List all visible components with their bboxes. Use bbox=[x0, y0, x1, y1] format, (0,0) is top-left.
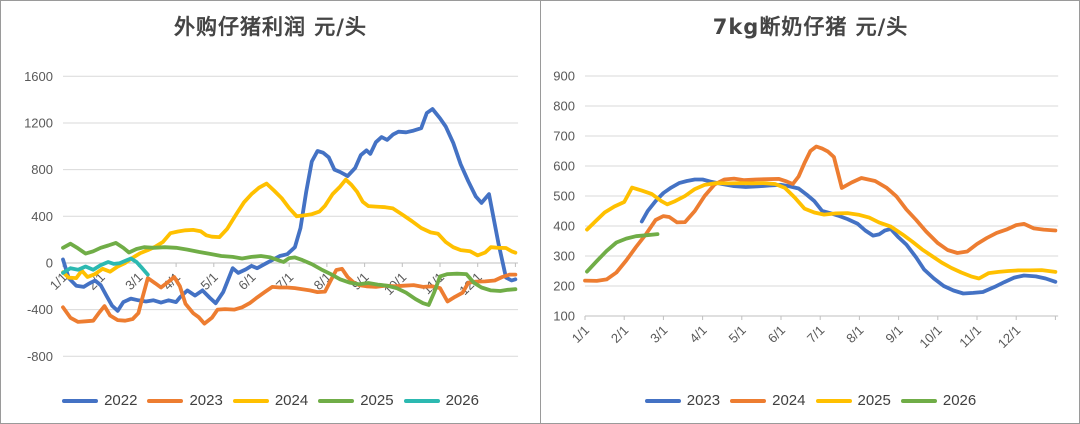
legend-left: 2022 2023 2024 2025 2026 bbox=[1, 392, 540, 409]
legend-swatch-2022 bbox=[62, 398, 99, 403]
x-tick-label: 5/1 bbox=[726, 323, 749, 346]
y-tick-label: 500 bbox=[553, 189, 575, 204]
x-tick-label: 2/1 bbox=[608, 323, 631, 346]
legend-label: 2024 bbox=[772, 392, 806, 409]
legend-swatch-2023 bbox=[644, 398, 681, 403]
panel-divider bbox=[540, 1, 541, 423]
y-tick-label: 900 bbox=[553, 69, 575, 84]
x-tick-label: 4/1 bbox=[686, 323, 709, 346]
y-tick-label: 400 bbox=[553, 219, 575, 234]
chart-panel-right: 7kg断奶仔猪 元/头 900 800 700 600 500 400 300 200 100 1… bbox=[541, 1, 1079, 423]
y-tick-label: 600 bbox=[553, 159, 575, 174]
legend-swatch-2024 bbox=[232, 398, 269, 403]
x-tick-label: 11/1 bbox=[956, 323, 984, 351]
legend-right: 2023 2024 2025 2026 bbox=[541, 392, 1079, 409]
legend-label: 2025 bbox=[857, 392, 891, 409]
x-tick-label: 3/1 bbox=[647, 323, 670, 346]
series-line-2025 bbox=[61, 240, 518, 307]
legend-item-2026: 2026 bbox=[403, 392, 479, 409]
series-line-2025 bbox=[585, 181, 1058, 281]
x-tick-label: 7/1 bbox=[804, 323, 827, 346]
y-tick-label: 300 bbox=[553, 249, 575, 264]
legend-item-2024: 2024 bbox=[730, 392, 806, 409]
legend-item-2024: 2024 bbox=[232, 392, 309, 409]
legend-label: 2023 bbox=[189, 392, 223, 409]
legend-label: 2024 bbox=[274, 392, 309, 409]
legend-item-2023: 2023 bbox=[644, 392, 721, 409]
series-line-2026 bbox=[585, 232, 660, 274]
chart-title-left: 外购仔猪利润 元/头 bbox=[174, 14, 367, 39]
chart-panel-left: 外购仔猪利润 元/头 1600 1200 800 400 0 -400 -800 1/1 2/1… bbox=[1, 1, 540, 423]
legend-swatch-2025 bbox=[815, 398, 852, 403]
x-tick-label: 6/1 bbox=[765, 323, 788, 346]
series-line-2024 bbox=[583, 144, 1058, 283]
x-tick-label: 8/1 bbox=[843, 323, 866, 346]
legend-swatch-2026 bbox=[403, 398, 440, 403]
y-tick-label: 200 bbox=[553, 279, 575, 294]
series-line-2023 bbox=[639, 177, 1058, 296]
legend-item-2022: 2022 bbox=[62, 392, 137, 409]
y-tick-label: 400 bbox=[31, 209, 53, 224]
legend-label: 2026 bbox=[445, 392, 479, 409]
x-tick-label: 12/1 bbox=[995, 323, 1024, 352]
legend-swatch-2024 bbox=[730, 398, 767, 403]
legend-swatch-2026 bbox=[900, 398, 937, 403]
y-tick-label: 800 bbox=[553, 99, 575, 114]
y-tick-label: 0 bbox=[46, 255, 53, 270]
legend-label: 2023 bbox=[686, 392, 721, 409]
legend-label: 2026 bbox=[942, 392, 977, 409]
x-tick-label: 10/1 bbox=[916, 323, 945, 352]
legend-item-2025: 2025 bbox=[318, 392, 394, 409]
x-tick-label: 1/1 bbox=[569, 323, 592, 346]
legend-label: 2025 bbox=[360, 392, 394, 409]
y-tick-label: 800 bbox=[31, 162, 53, 177]
y-tick-label: 1600 bbox=[24, 69, 53, 84]
series-line-2024 bbox=[61, 177, 518, 281]
legend-swatch-2025 bbox=[318, 398, 355, 403]
y-tick-label: -800 bbox=[27, 349, 53, 364]
legend-item-2025: 2025 bbox=[815, 392, 891, 409]
x-tick-label: 3/1 bbox=[122, 269, 145, 292]
legend-label: 2022 bbox=[104, 392, 138, 409]
legend-item-2023: 2023 bbox=[147, 392, 223, 409]
legend-item-2026: 2026 bbox=[900, 392, 977, 409]
x-tick-label: 9/1 bbox=[882, 323, 905, 346]
legend-swatch-2023 bbox=[147, 398, 184, 403]
y-tick-label: 100 bbox=[553, 309, 575, 324]
y-tick-label: 1200 bbox=[24, 115, 53, 130]
y-tick-label: -400 bbox=[27, 302, 53, 317]
series-line-2026 bbox=[61, 256, 150, 277]
chart-title-right: 7kg断奶仔猪 元/头 bbox=[712, 15, 909, 39]
y-tick-label: 700 bbox=[553, 129, 575, 144]
series-line-2022 bbox=[61, 107, 518, 313]
